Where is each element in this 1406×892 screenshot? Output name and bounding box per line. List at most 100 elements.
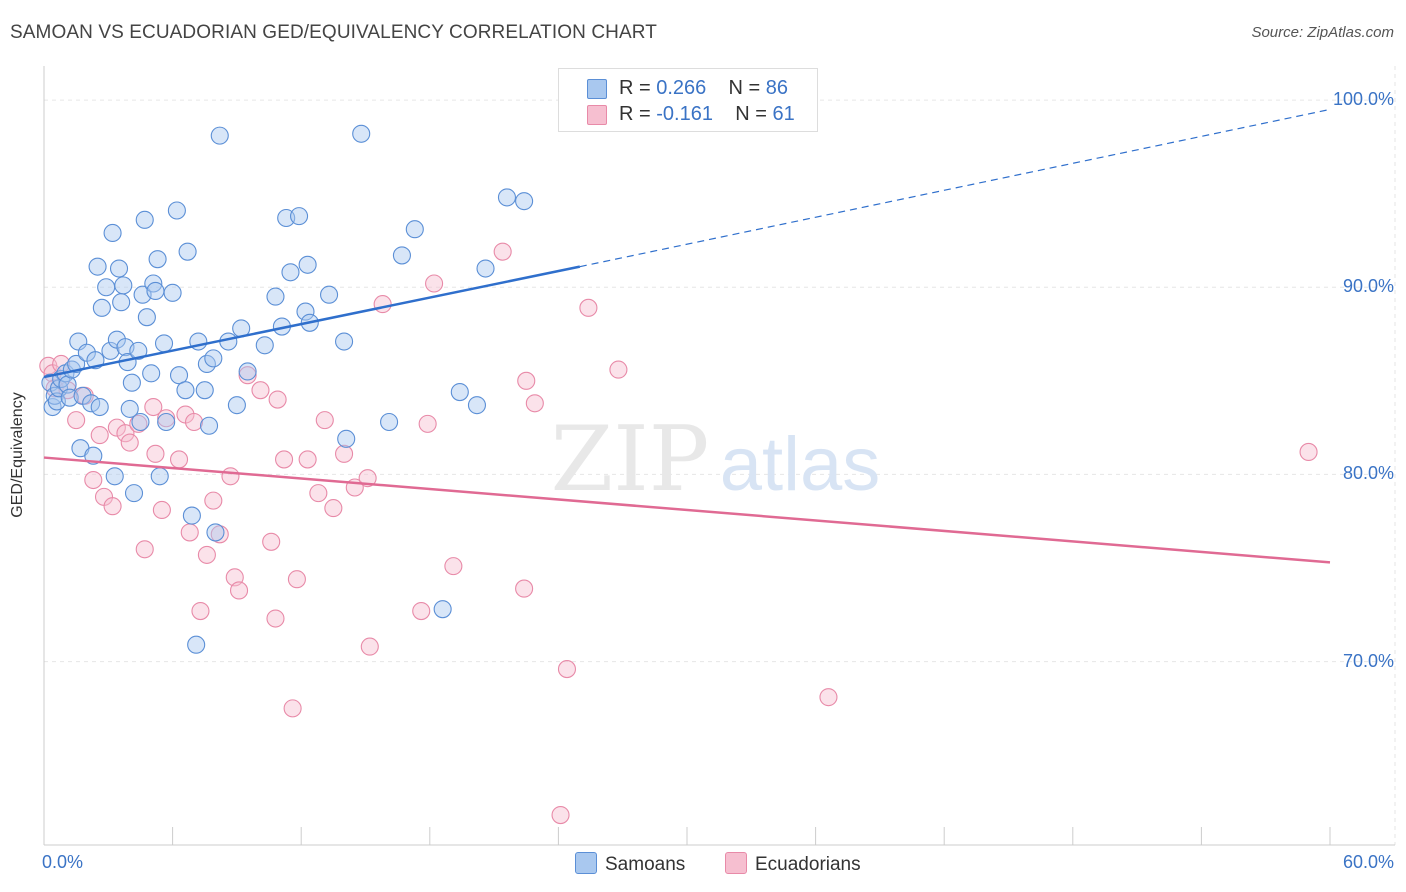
ecuadorians-point [84,470,103,490]
ecuadorians-point [425,274,444,293]
samoans-point [157,412,176,432]
axes [43,66,1395,846]
source-label: Source: ZipAtlas.com [1251,24,1394,41]
ecuadorians-point [191,601,210,621]
samoans-point [144,274,163,293]
samoans-point [154,334,174,353]
samoans-point [129,341,148,360]
samoans-legend-swatch [575,852,597,874]
ecuadorians-n-label: N = [735,103,773,125]
ecuadorians-point [309,484,328,503]
samoans-point [105,467,124,486]
samoans-point [122,373,141,392]
ecuadorians-point [238,366,257,385]
samoans-point [227,396,246,415]
samoans-point [90,397,109,417]
samoans-point [266,287,285,306]
samoans-point [148,250,167,269]
ecuadorians-legend-label: Ecuadorians [755,854,861,875]
ecuadorians-point [315,411,334,430]
x-tick-label-min: 0.0% [42,852,84,872]
samoans-point [380,412,399,432]
samoans-r-value: 0.266 [656,77,707,99]
ecuadorians-point [373,295,392,314]
ecuadorians-point [152,500,171,520]
samoans-point [476,259,495,278]
ecuadorians-point [268,390,287,409]
ecuadorians-point [283,699,302,718]
y-tick-label: 80.0% [1342,463,1394,484]
ecuadorians-point [229,581,249,600]
samoans-point [206,523,225,542]
samoans-point [195,381,214,400]
ecuadorians-point [251,381,270,400]
ecuadorians-point [103,497,122,516]
ecuadorians-r-label: R = [619,103,657,125]
ecuadorians-swatch [587,105,607,125]
samoans-point [146,281,165,301]
watermark: ZIP atlas [551,407,881,512]
samoans-trend-extension [579,108,1331,268]
samoans-point [114,276,133,295]
y-axis-label: GED/Equivalency [9,392,26,518]
stats-legend: R = 0.266 N = 86 R = -0.161 N = 61 [558,68,818,132]
samoans-point [352,124,371,143]
bottom-legend-samoans[interactable]: Samoans [575,852,685,876]
samoans-point [199,416,219,435]
ecuadorians-point [418,414,437,433]
samoans-point [320,285,339,304]
ecuadorians-point [116,424,135,443]
ecuadorians-point [90,426,109,445]
watermark-atlas: atlas [720,422,881,507]
ecuadorians-point [324,499,343,518]
samoans-point [405,220,424,239]
samoans-legend-label: Samoans [605,854,686,875]
chart-title: SAMOAN VS ECUADORIAN GED/EQUIVALENCY COR… [10,22,657,43]
samoans-swatch [587,79,607,99]
ecuadorians-point [517,371,536,390]
y-tick-label: 70.0% [1342,650,1394,671]
ecuadorians-point [184,412,204,432]
bottom-legend-ecuadorians[interactable]: Ecuadorians [725,852,861,876]
samoans-point [178,242,197,261]
x-tick-label-max: 60.0% [1342,852,1394,872]
y-tick-label: 100.0% [1332,89,1394,110]
samoans-point [182,506,201,525]
samoans-point [296,302,315,321]
samoans-point [176,381,195,400]
samoans-point [120,399,139,418]
ecuadorians-point [579,298,598,317]
samoans-r-label: R = [619,77,657,99]
samoans-point [335,332,354,351]
samoans-point [84,446,103,465]
ecuadorians-point [144,397,163,417]
samoans-point [101,341,120,360]
ecuadorians-point [262,532,281,551]
samoans-point [255,336,274,355]
samoans-point [298,255,317,274]
samoans-point [515,192,534,211]
samoans-point [281,263,300,282]
samoans-point [497,188,517,207]
samoans-point [167,201,186,220]
ecuadorians-point [557,660,577,679]
samoans-point [392,246,411,265]
samoans-point [467,396,487,415]
ecuadorians-point [525,394,544,413]
ecuadorians-point [146,444,165,463]
ecuadorians-point [135,540,154,559]
ecuadorians-point [412,601,431,621]
ecuadorians-points [39,242,1318,825]
samoans-n-label: N = [728,77,766,99]
samoans-point [58,375,77,394]
ecuadorians-point [266,609,285,628]
ecuadorians-point [180,523,199,542]
ecuadorians-point [515,579,534,598]
ecuadorians-point [197,545,216,564]
samoans-point [109,259,129,278]
samoans-point [210,126,229,145]
y-tick-label: 90.0% [1342,276,1394,297]
ecuadorians-point [335,444,354,463]
samoans-n-value: 86 [765,77,789,99]
